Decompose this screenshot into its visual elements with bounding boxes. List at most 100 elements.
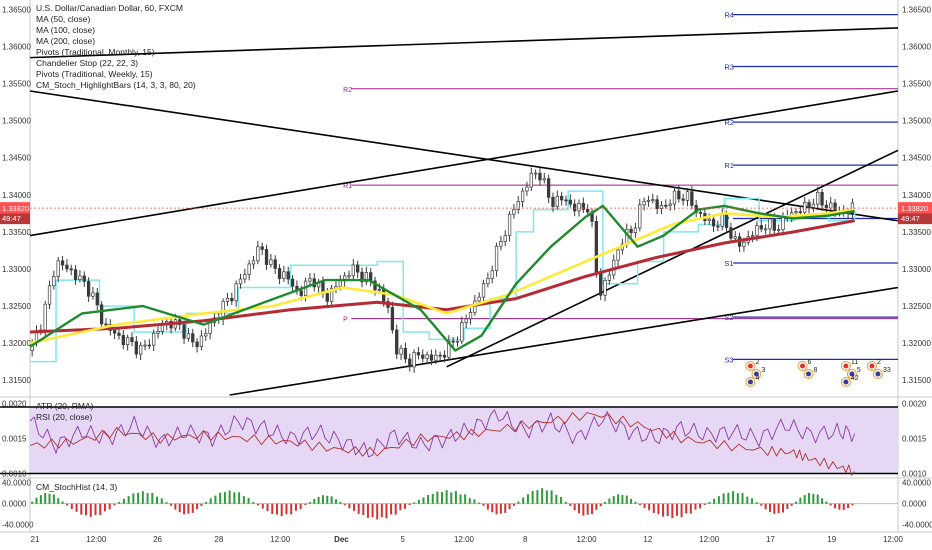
candle-body	[750, 235, 755, 237]
price-tick-right: 1.32000	[902, 339, 931, 348]
candle-body	[564, 199, 568, 202]
rsi-line	[29, 409, 856, 458]
candle-body	[156, 331, 160, 334]
price-tick-left: 1.36500	[2, 5, 31, 14]
candle-body	[204, 333, 208, 337]
candle-body	[655, 199, 659, 209]
candle-body	[607, 274, 612, 281]
study-monthly-pivots[interactable]: Pivots (Traditional, Monthly, 15)	[36, 47, 155, 57]
stoch-tick-right: -40.0000	[902, 521, 932, 530]
candle-body	[408, 358, 412, 368]
time-tick: 12:00	[86, 535, 107, 544]
last-price-tag-left	[0, 202, 30, 214]
candle-body	[759, 225, 763, 230]
candle-body	[833, 202, 837, 212]
candle-body	[616, 249, 620, 261]
candle-body	[551, 196, 555, 207]
candle-body	[191, 333, 195, 343]
candle-body	[112, 330, 117, 334]
stoch-tick-right: 0.0000	[902, 500, 927, 509]
candle-body	[290, 278, 295, 287]
atr-tick-right: 0.0020	[902, 400, 927, 409]
price-tick-right: 1.32500	[902, 302, 931, 311]
candle-body	[820, 192, 824, 206]
candle-body	[247, 263, 251, 275]
candle-body	[286, 271, 290, 280]
candle-body	[763, 228, 768, 231]
candle-body	[707, 218, 711, 221]
flag-center-icon	[843, 379, 849, 385]
trendline	[229, 286, 899, 396]
study-weekly-pivots[interactable]: Pivots (Traditional, Weekly, 15)	[36, 69, 153, 79]
candle-body	[477, 296, 481, 302]
countdown-label-left: 49:47	[2, 214, 21, 223]
candle-body	[451, 340, 455, 343]
candle-body	[130, 337, 134, 343]
candle-body	[78, 275, 82, 280]
candle-body	[182, 324, 186, 339]
price-tick-left: 1.35000	[2, 117, 31, 126]
candle-body	[403, 347, 408, 360]
candle-body	[481, 283, 486, 298]
flag-center-icon	[875, 371, 881, 377]
price-tick-left: 1.34500	[2, 154, 31, 163]
price-tick-left: 1.32500	[2, 302, 31, 311]
candle-body	[56, 260, 60, 277]
main-legend: U.S. Dollar/Canadian Dollar, 60, FXCM MA…	[36, 3, 196, 91]
candle-body	[269, 259, 273, 265]
candle-body	[555, 195, 559, 207]
candle-body	[434, 354, 438, 361]
candle-body	[811, 203, 816, 208]
candle-body	[65, 264, 69, 270]
candle-body	[499, 241, 503, 247]
study-stochhist[interactable]: CM_StochHist (14, 3)	[36, 482, 118, 492]
candle-body	[672, 190, 677, 205]
study-stoch-highlight[interactable]: CM_Stoch_HighlightBars (14, 3, 3, 80, 20…	[36, 80, 196, 90]
study-rsi[interactable]: RSI (20, close)	[36, 412, 93, 422]
flag-center-icon	[843, 363, 849, 369]
candle-body	[559, 195, 564, 201]
event-count-label: 2	[877, 359, 881, 366]
candle-body	[755, 225, 759, 236]
price-tick-right: 1.34000	[902, 191, 931, 200]
candle-body	[716, 225, 720, 228]
candle-body	[468, 312, 473, 320]
time-tick: Dec	[334, 535, 349, 544]
study-chandelier-stop[interactable]: Chandelier Stop (22, 22, 3)	[36, 58, 139, 68]
candle-body	[425, 354, 429, 359]
last-price-tag-right	[898, 202, 932, 214]
candle-body	[651, 199, 655, 201]
trendline	[29, 27, 899, 59]
candle-body	[273, 259, 277, 269]
stoch-tick-left: 0.0000	[2, 500, 27, 509]
price-tick-right: 1.35500	[902, 80, 931, 89]
study-ma50[interactable]: MA (50, close)	[36, 14, 91, 24]
trendline	[446, 149, 899, 368]
monthly-pivot-label: P	[343, 317, 348, 324]
candle-body	[599, 273, 603, 296]
flag-center-icon	[747, 363, 753, 369]
countdown-tag-left	[0, 213, 30, 225]
candle-body	[659, 204, 664, 209]
price-tick-left: 1.32000	[2, 339, 31, 348]
candle-body	[724, 213, 729, 229]
price-tick-left: 1.31500	[2, 376, 31, 385]
flag-center-icon	[747, 379, 753, 385]
candle-body	[503, 235, 507, 242]
price-tick-right: 1.36000	[902, 42, 931, 51]
candle-body	[329, 287, 334, 302]
study-ma200[interactable]: MA (200, close)	[36, 36, 96, 46]
weekly-pivot-label: S2	[724, 313, 733, 322]
time-tick: 12	[643, 535, 652, 544]
candle-body	[698, 212, 703, 214]
study-ma100[interactable]: MA (100, close)	[36, 25, 96, 35]
candle-body	[525, 186, 529, 192]
weekly-pivot-label: R1	[724, 161, 734, 170]
candle-body	[86, 281, 91, 297]
study-atr[interactable]: ATR (20, RMA)	[36, 401, 94, 411]
candle-body	[794, 211, 798, 214]
atr-tick-left: 0.0010	[2, 470, 27, 479]
candle-body	[494, 245, 499, 272]
candle-body	[729, 227, 733, 239]
